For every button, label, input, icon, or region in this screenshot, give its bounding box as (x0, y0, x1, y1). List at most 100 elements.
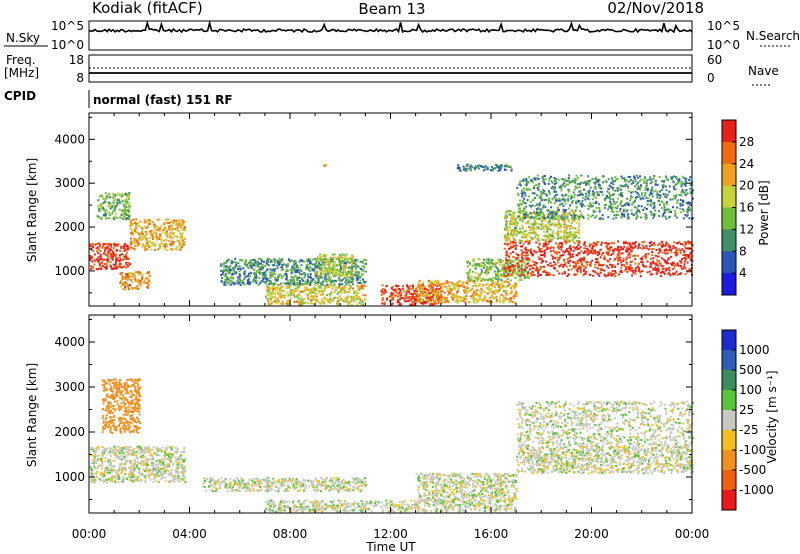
power-echo-cell (236, 279, 239, 282)
power-echo-cell (318, 262, 321, 265)
power-echo-cell (506, 269, 509, 271)
power-echo-cell (299, 295, 302, 298)
power-echo-cell (308, 270, 311, 273)
power-echo-cell (344, 300, 347, 303)
power-echo-cell (268, 296, 271, 299)
power-echo-cell (331, 280, 333, 283)
power-echo-cell (172, 220, 175, 223)
power-echo-cell (515, 230, 518, 233)
power-echo-cell (408, 290, 410, 293)
power-echo-cell (520, 231, 522, 233)
power-echo-cell (605, 197, 608, 199)
power-echo-cell (520, 271, 523, 273)
power-echo-cell (226, 276, 228, 279)
power-echo-cell (127, 247, 129, 250)
power-echo-cell (286, 299, 289, 302)
power-echo-cell (335, 273, 338, 276)
power-echo-cell (598, 251, 601, 254)
power-echo-cell (529, 227, 531, 230)
power-echo-cell (491, 285, 494, 288)
power-echo-cell (489, 259, 491, 262)
power-echo-cell (407, 288, 410, 291)
power-echo-cell (631, 260, 634, 263)
power-echo-cell (157, 248, 160, 251)
power-echo-cell (562, 253, 565, 256)
power-echo-cell (236, 282, 239, 285)
power-echo-cell (657, 252, 660, 255)
power-echo-cell (597, 262, 600, 265)
power-echo-cell (658, 193, 661, 196)
power-echo-cell (440, 287, 443, 290)
power-echo-cell (628, 242, 631, 245)
power-echo-cell (112, 200, 115, 203)
power-echo-cell (397, 301, 400, 304)
power-echo-cell (553, 211, 556, 214)
power-echo-cell (313, 284, 316, 287)
power-echo-cell (628, 248, 631, 251)
power-echo-cell (329, 295, 332, 298)
power-echo-cell (649, 273, 652, 276)
power-echo-cell (512, 251, 515, 253)
power-echo-cell (330, 290, 333, 293)
power-echo-cell (446, 296, 449, 299)
power-echo-cell (268, 258, 271, 261)
power-echo-cell (540, 273, 542, 276)
power-echo-cell (676, 274, 679, 277)
power-echo-cell (575, 269, 578, 272)
power-echo-cell (675, 193, 678, 196)
power-echo-cell (550, 187, 553, 190)
power-echo-cell (339, 299, 342, 301)
power-echo-cell (482, 262, 485, 264)
power-echo-cell (347, 303, 350, 305)
power-echo-cell (351, 275, 354, 277)
power-echo-cell (653, 244, 656, 247)
power-echo-cell (552, 261, 555, 263)
power-echo-cell (392, 298, 395, 301)
power-echo-cell (357, 272, 359, 275)
power-echo-cell (325, 261, 327, 264)
power-echo-cell (396, 285, 399, 288)
power-echo-cell (475, 301, 478, 304)
power-echo-cell (222, 268, 225, 271)
power-echo-cell (99, 255, 102, 258)
power-echo-cell (662, 258, 665, 261)
power-echo-cell (612, 203, 615, 206)
power-echo-cell (172, 222, 175, 225)
power-echo-cell (361, 286, 363, 289)
power-echo-cell (490, 259, 493, 261)
power-echo-cell (478, 263, 480, 266)
power-echo-cell (515, 290, 518, 293)
power-echo-cell (474, 263, 477, 266)
power-echo-cell (458, 280, 461, 283)
power-echo-cell (103, 200, 106, 203)
power-echo-cell (569, 225, 572, 228)
power-echo-cell (600, 264, 603, 267)
power-echo-cell (485, 299, 488, 302)
power-echo-cell (353, 300, 356, 303)
power-echo-cell (124, 210, 127, 213)
power-echo-cell (359, 299, 362, 302)
power-echo-cell (424, 302, 427, 305)
power-echo-cell (634, 196, 637, 199)
power-echo-cell (438, 296, 441, 299)
power-echo-cell (633, 242, 636, 245)
power-echo-cell (585, 184, 588, 186)
power-echo-cell (600, 187, 603, 190)
power-echo-cell (674, 212, 677, 215)
power-echo-cell (180, 236, 183, 238)
power-echo-cell (430, 280, 433, 283)
power-echo-cell (124, 288, 127, 291)
power-echo-cell (116, 199, 119, 202)
power-echo-cell (684, 253, 687, 256)
power-echo-cell (341, 253, 344, 256)
power-echo-cell (158, 236, 161, 239)
power-echo-cell (436, 296, 439, 299)
power-echo-cell (231, 272, 234, 275)
power-echo-cell (439, 299, 442, 302)
power-echo-cell (560, 178, 563, 181)
power-echo-cell (566, 275, 569, 277)
power-echo-cell (574, 185, 577, 188)
power-echo-cell (574, 200, 577, 203)
power-echo-cell (112, 247, 115, 250)
power-echo-cell (419, 300, 422, 302)
